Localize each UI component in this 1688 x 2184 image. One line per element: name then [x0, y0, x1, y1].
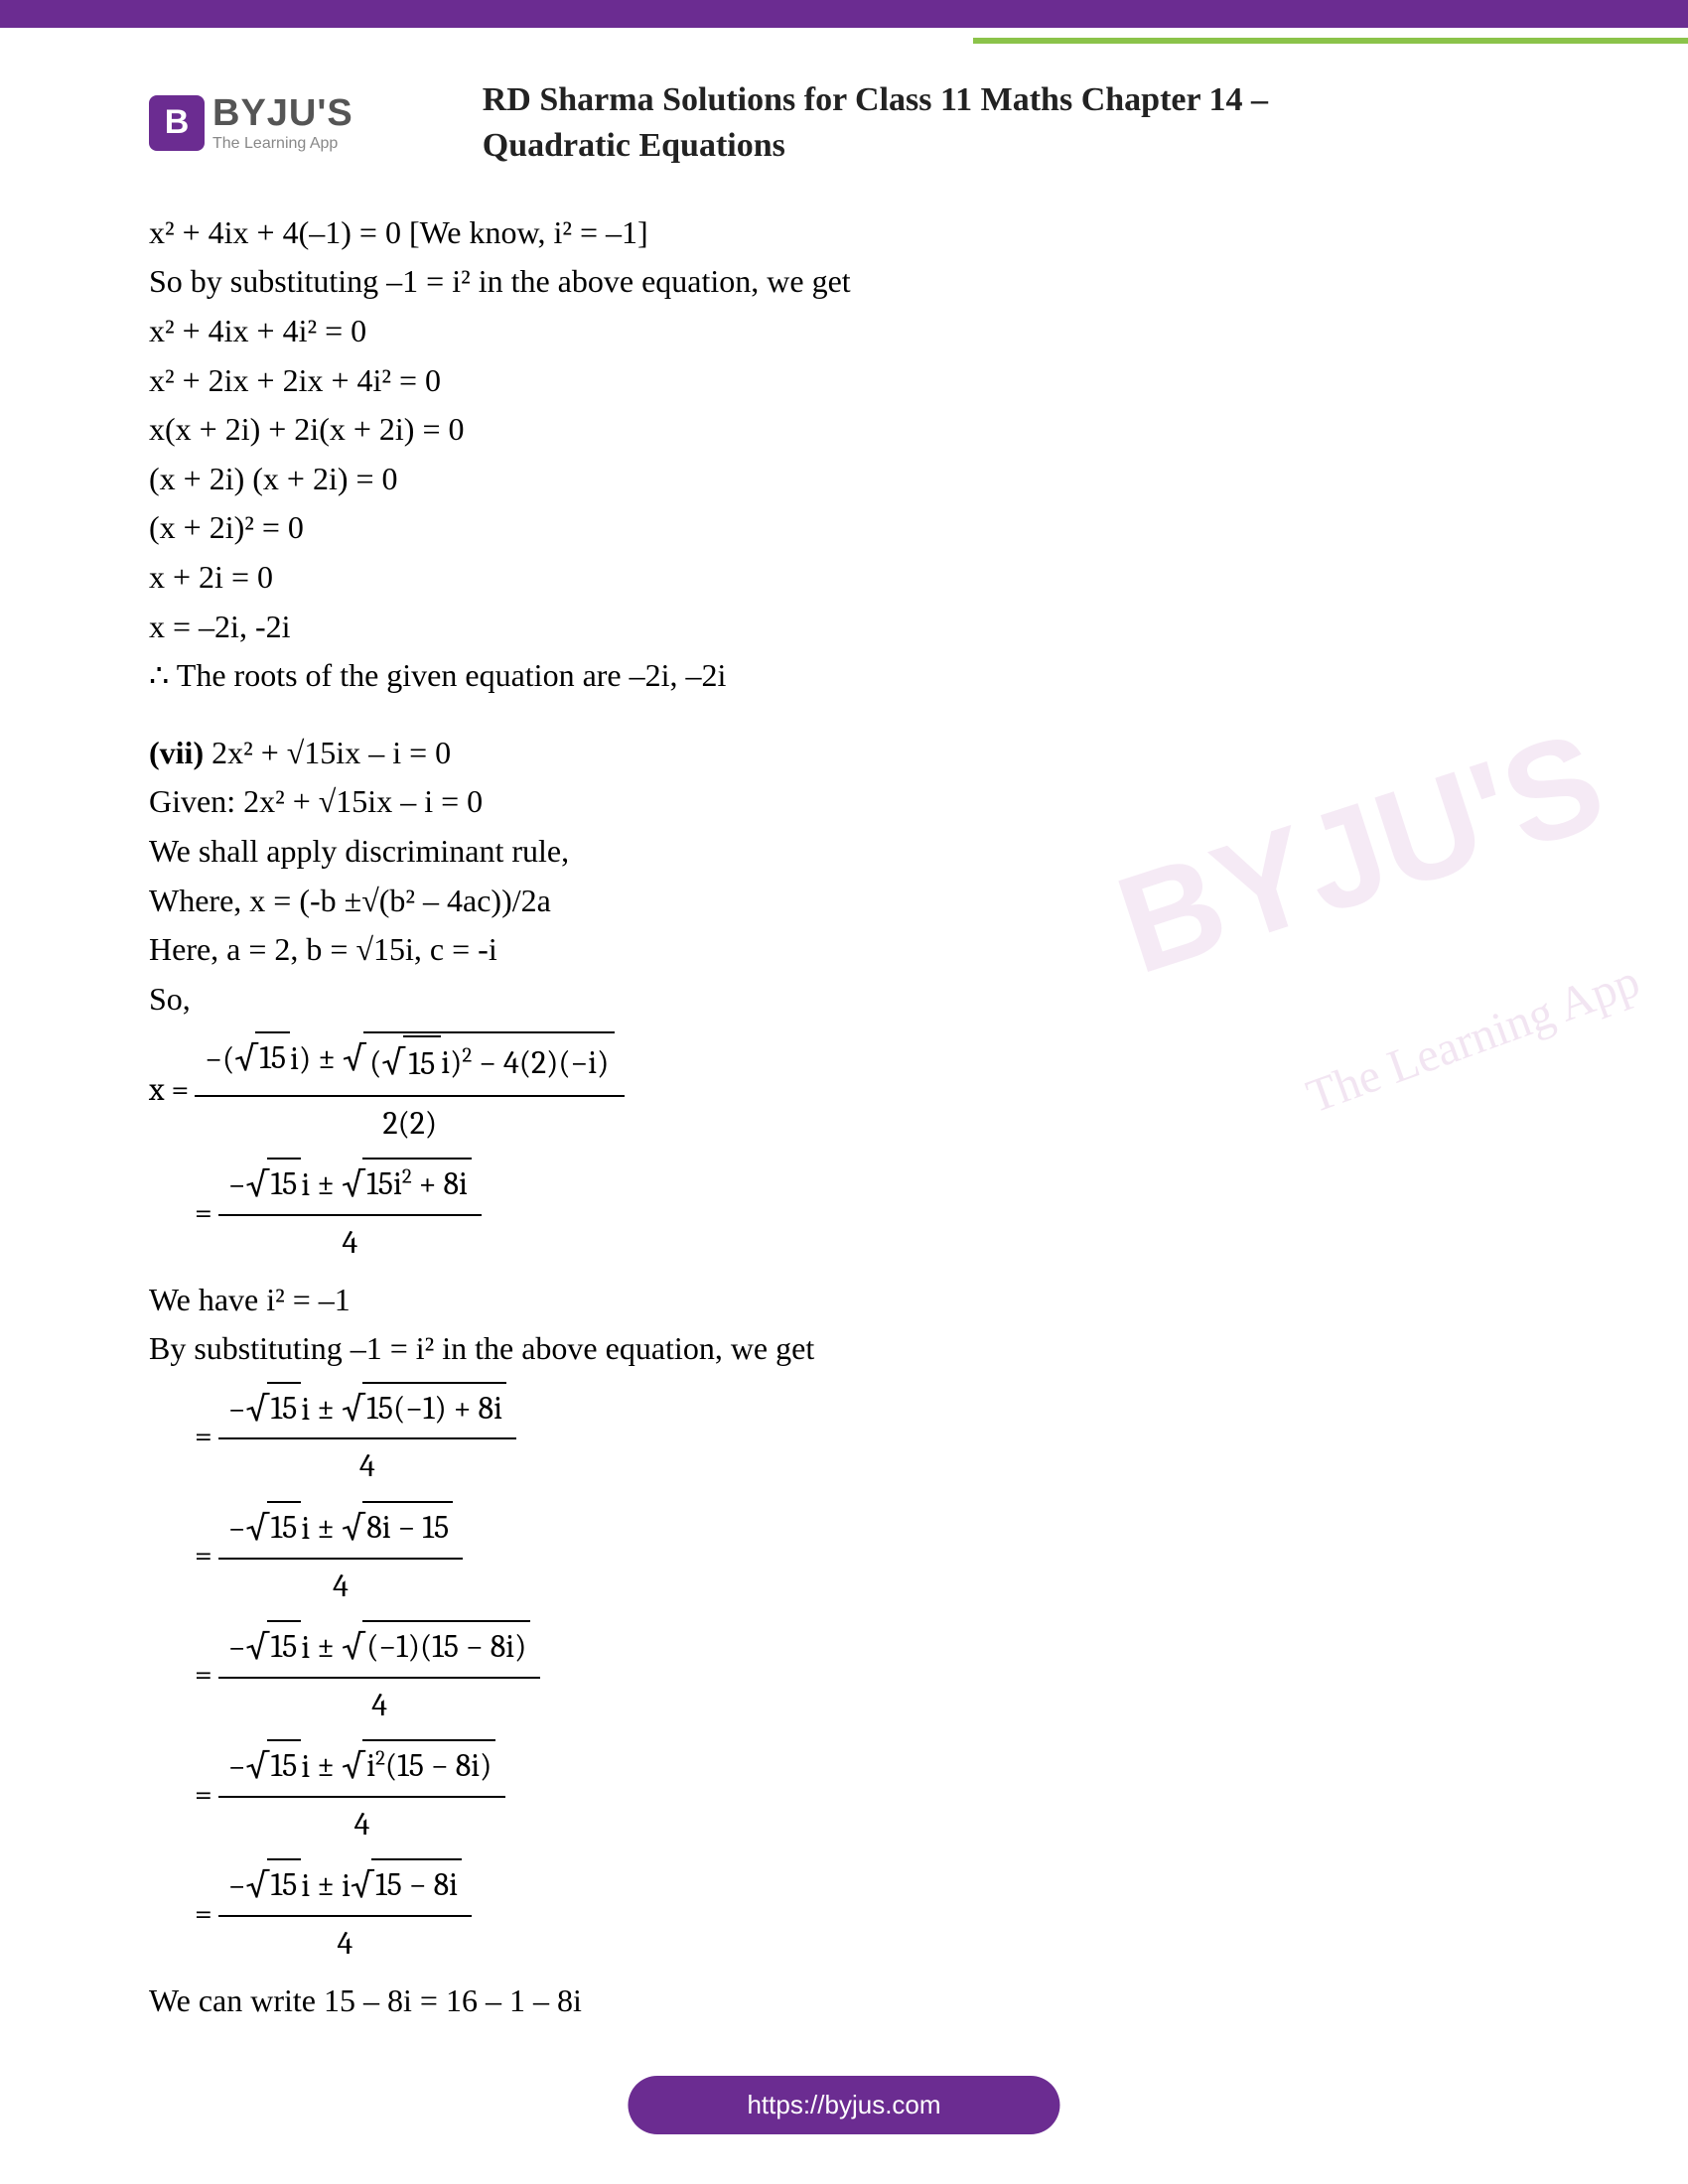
fraction: −(15i) ± (15i)2 − 4(2)(−i) 2(2)	[195, 1029, 625, 1150]
line: We can write 15 – 8i = 16 – 1 – 8i	[149, 1977, 1539, 2026]
fraction: −15i ± (−1)(15 − 8i) 4	[218, 1618, 541, 1731]
line: x² + 4ix + 4i² = 0	[149, 307, 1539, 356]
vii-eq: 2x² + √15ix – i = 0	[204, 735, 451, 770]
logo: B BYJU'S The Learning App	[149, 92, 353, 153]
eq-eq: =	[195, 1412, 212, 1461]
logo-name: BYJU'S	[212, 92, 353, 135]
equation-4: = −15i ± 8i − 15 4	[195, 1499, 1539, 1612]
fraction: −15i ± 15(−1) + 8i 4	[218, 1380, 516, 1493]
equation-3: = −15i ± 15(−1) + 8i 4	[195, 1380, 1539, 1493]
denominator: 4	[323, 1560, 358, 1613]
equation-2: = −15i ± 15i2 + 8i 4	[195, 1156, 1539, 1269]
line: x² + 2ix + 2ix + 4i² = 0	[149, 356, 1539, 406]
logo-tagline: The Learning App	[212, 135, 353, 153]
line: ∴ The roots of the given equation are –2…	[149, 651, 1539, 701]
denominator: 2(2)	[372, 1097, 447, 1151]
eq-eq: =	[195, 1770, 212, 1820]
denominator: 4	[345, 1798, 380, 1851]
equation-1: x = −(15i) ± (15i)2 − 4(2)(−i) 2(2)	[149, 1029, 1539, 1150]
numerator: −(15i) ± (15i)2 − 4(2)(−i)	[195, 1029, 625, 1097]
equation-7: = −15i ± i15 − 8i 4	[195, 1856, 1539, 1970]
line: x(x + 2i) + 2i(x + 2i) = 0	[149, 405, 1539, 455]
line: So by substituting –1 = i² in the above …	[149, 257, 1539, 307]
page-header: B BYJU'S The Learning App RD Sharma Solu…	[0, 28, 1688, 189]
numerator: −15i ± 15i2 + 8i	[218, 1156, 482, 1216]
denominator: 4	[350, 1439, 385, 1493]
line: Given: 2x² + √15ix – i = 0	[149, 777, 1539, 827]
logo-icon: B	[149, 95, 205, 151]
equation-5: = −15i ± (−1)(15 − 8i) 4	[195, 1618, 1539, 1731]
eq-lhs: x =	[149, 1065, 189, 1115]
line: x² + 4ix + 4(–1) = 0 [We know, i² = –1]	[149, 208, 1539, 258]
denominator: 4	[332, 1216, 367, 1270]
numerator: −15i ± 15(−1) + 8i	[218, 1380, 516, 1440]
fraction: −15i ± i15 − 8i 4	[218, 1856, 472, 1970]
eq-eq: =	[195, 1188, 212, 1238]
line: Here, a = 2, b = √15i, c = -i	[149, 925, 1539, 975]
eq-eq: =	[195, 1531, 212, 1580]
equation-6: = −15i ± i2(15 − 8i) 4	[195, 1737, 1539, 1850]
fraction: −15i ± i2(15 − 8i) 4	[218, 1737, 506, 1850]
denominator: 4	[361, 1679, 397, 1732]
logo-text: BYJU'S The Learning App	[212, 92, 353, 153]
document-body: BYJU'S The Learning App x² + 4ix + 4(–1)…	[0, 189, 1688, 2065]
fraction: −15i ± 15i2 + 8i 4	[218, 1156, 482, 1269]
title-line-2: Quadratic Equations	[483, 127, 785, 164]
line: x + 2i = 0	[149, 553, 1539, 603]
vii-label: (vii)	[149, 735, 204, 770]
numerator: −15i ± 8i − 15	[218, 1499, 463, 1560]
numerator: −15i ± i15 − 8i	[218, 1856, 472, 1917]
denominator: 4	[328, 1917, 363, 1971]
subsection-vii: (vii) 2x² + √15ix – i = 0	[149, 729, 1539, 778]
line: So,	[149, 975, 1539, 1024]
title-line-1: RD Sharma Solutions for Class 11 Maths C…	[483, 81, 1268, 118]
line: We shall apply discriminant rule,	[149, 827, 1539, 877]
numerator: −15i ± (−1)(15 − 8i)	[218, 1618, 541, 1679]
numerator: −15i ± i2(15 − 8i)	[218, 1737, 506, 1798]
line: (x + 2i)² = 0	[149, 503, 1539, 553]
line: (x + 2i) (x + 2i) = 0	[149, 455, 1539, 504]
footer-url-pill[interactable]: https://byjus.com	[628, 2076, 1059, 2134]
fraction: −15i ± 8i − 15 4	[218, 1499, 463, 1612]
eq-eq: =	[195, 1889, 212, 1939]
document-title: RD Sharma Solutions for Class 11 Maths C…	[483, 77, 1268, 169]
top-purple-bar	[0, 0, 1688, 28]
line: By substituting –1 = i² in the above equ…	[149, 1324, 1539, 1374]
line: x = –2i, -2i	[149, 603, 1539, 652]
line: Where, x = (-b ±√(b² – 4ac))/2a	[149, 877, 1539, 926]
line: We have i² = –1	[149, 1276, 1539, 1325]
eq-eq: =	[195, 1650, 212, 1700]
green-accent-line	[973, 38, 1688, 44]
